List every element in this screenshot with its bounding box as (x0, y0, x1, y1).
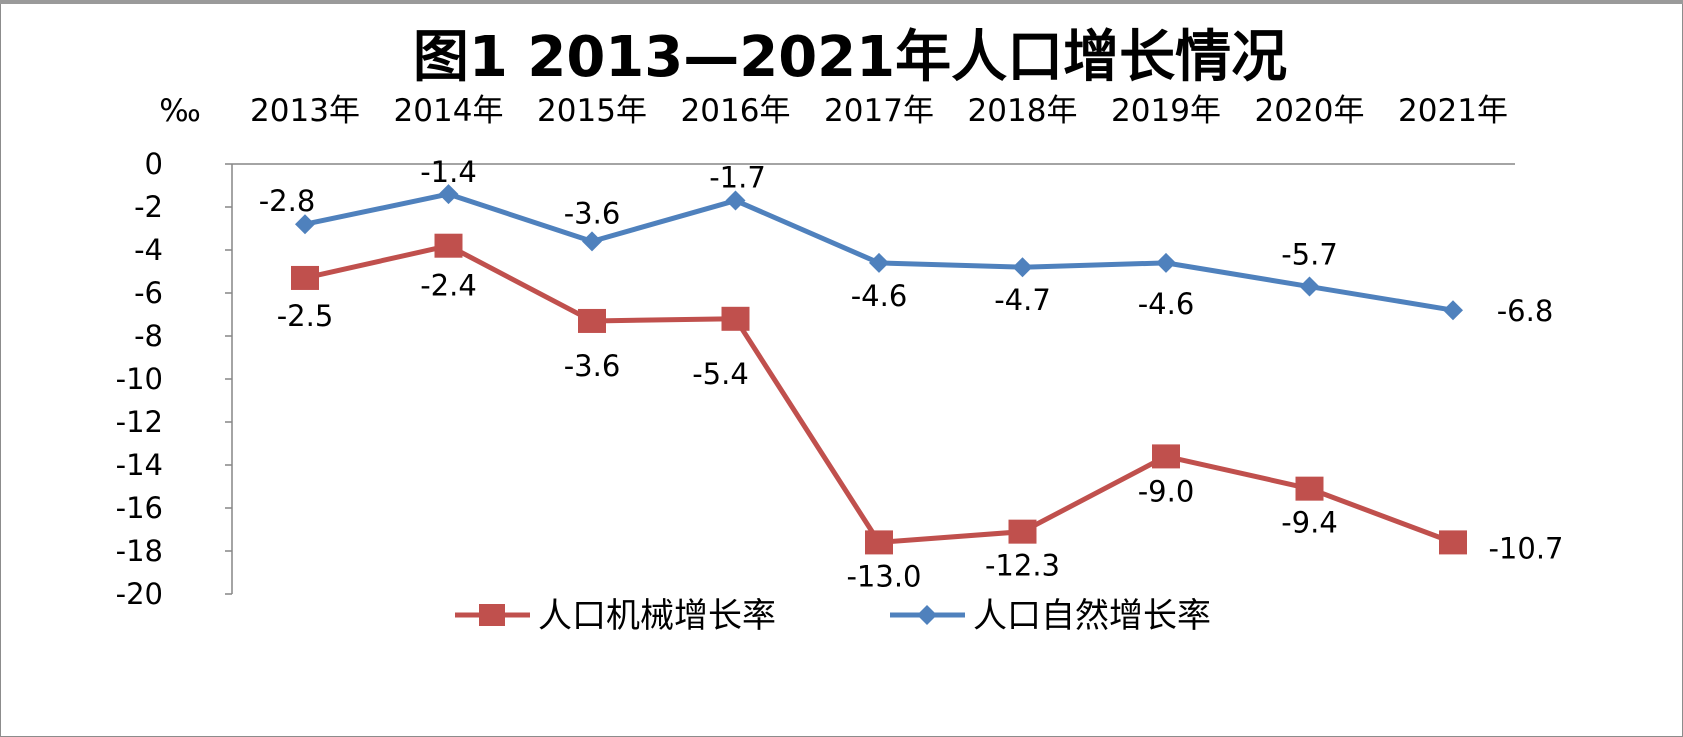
data-label: -9.0 (1138, 474, 1195, 508)
y-tick-label: -12 (116, 405, 163, 439)
data-point-marker (869, 252, 889, 273)
data-label: -2.8 (259, 184, 316, 218)
data-label: -2.5 (277, 299, 334, 333)
legend-label: 人口机械增长率 (538, 596, 776, 636)
data-point-marker (1295, 476, 1324, 501)
data-point-marker (1443, 300, 1463, 321)
category-label: 2018年 (968, 93, 1078, 129)
data-point-marker (865, 530, 893, 555)
data-label: -4.6 (1138, 287, 1195, 321)
category-label: 2014年 (394, 93, 504, 129)
unit-label: ‰ (159, 93, 201, 129)
data-label: -13.0 (846, 559, 921, 593)
y-tick-label: -4 (134, 233, 163, 267)
y-tick-label: -10 (116, 362, 163, 396)
top-border (0, 0, 1683, 4)
category-label: 2019年 (1111, 93, 1221, 129)
data-label: -2.4 (420, 269, 477, 303)
category-labels: 2013年 2014年 2015年 2016年 2017年 2018年 2019年 2020年… (250, 93, 1508, 129)
y-axis: 0 -2 -4 -6 -8 -10 -12 -14 -16 -18 -20 (116, 147, 1515, 611)
category-label: 2013年 (250, 93, 360, 129)
data-label: -10.7 (1488, 531, 1563, 565)
data-point-marker (725, 190, 746, 211)
data-label: -4.7 (994, 283, 1051, 317)
category-label: 2021年 (1398, 93, 1508, 129)
data-point-marker (1008, 519, 1037, 544)
data-point-marker (434, 233, 463, 258)
data-point-marker (578, 308, 606, 333)
data-label: -1.7 (709, 161, 766, 195)
data-label: -3.6 (564, 196, 621, 230)
data-label: -4.6 (851, 279, 908, 313)
chart-title: 图1 2013—2021年人口增长情况 (413, 25, 1287, 90)
data-label: -1.4 (420, 155, 477, 189)
data-label: -12.3 (985, 549, 1060, 583)
legend-marker (479, 604, 505, 626)
y-tick-label: -2 (134, 190, 163, 224)
data-point-marker (291, 265, 319, 290)
category-label: 2015年 (537, 93, 647, 129)
y-tick-label: -18 (116, 534, 163, 568)
data-point-marker (295, 214, 315, 235)
y-tick-label: -20 (116, 577, 163, 611)
data-point-marker (438, 184, 459, 205)
data-label: -5.4 (692, 357, 749, 391)
data-label: -5.7 (1281, 238, 1338, 272)
data-point-marker (1299, 276, 1320, 297)
plot-area: -2.5 -2.4 -3.6 -5.4 -13.0 -12.3 -9.0 -9.4 -10.7 -… (259, 155, 1564, 593)
category-label: 2017年 (824, 93, 934, 129)
legend: 人口机械增长率 人口自然增长率 (455, 596, 1211, 636)
data-point-marker (721, 306, 750, 331)
data-label: -6.8 (1497, 294, 1554, 328)
legend-marker (917, 605, 937, 625)
y-tick-label: 0 (145, 147, 163, 181)
data-label: -9.4 (1281, 506, 1338, 540)
data-point-marker (1156, 252, 1176, 273)
category-label: 2016年 (681, 93, 791, 129)
y-tick-label: -6 (134, 276, 163, 310)
y-tick-label: -8 (134, 319, 163, 353)
category-label: 2020年 (1255, 93, 1365, 129)
y-tick-label: -16 (116, 491, 163, 525)
y-tick-label: -14 (116, 448, 163, 482)
data-label: -3.6 (564, 349, 621, 383)
data-point-marker (1012, 257, 1033, 278)
legend-label: 人口自然增长率 (973, 596, 1211, 636)
data-point-marker (1152, 444, 1180, 469)
data-point-marker (582, 231, 602, 252)
data-point-marker (1439, 530, 1467, 555)
